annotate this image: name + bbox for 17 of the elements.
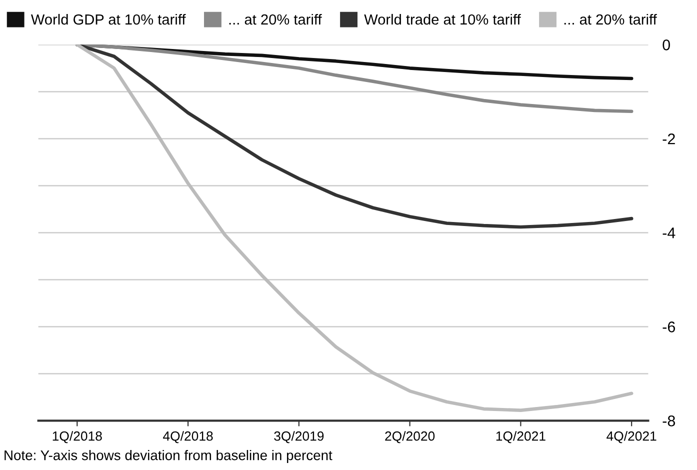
y-tick-label: 0 bbox=[662, 40, 670, 50]
x-tick-label: 1Q/2018 bbox=[52, 431, 102, 444]
y-tick-label: -2 bbox=[662, 134, 675, 144]
legend-label: World GDP at 10% tariff bbox=[30, 14, 186, 25]
x-tick-label: 2Q/2020 bbox=[385, 431, 435, 444]
x-tick-label: 3Q/2019 bbox=[274, 431, 324, 444]
legend-label: ... at 20% tariff bbox=[564, 14, 657, 25]
line-series bbox=[75, 44, 634, 412]
text: Note: Y-axis shows deviation from baseline in percent bbox=[4, 450, 332, 463]
x-tick-label: 4Q/2018 bbox=[163, 431, 213, 444]
y-tick-label: -4 bbox=[662, 228, 676, 238]
legend-label: World trade at 10% tariff bbox=[364, 14, 521, 25]
legend-label: ... at 20% tariff bbox=[229, 14, 322, 25]
y-tick-label: -8 bbox=[662, 416, 676, 426]
x-tick-label: 1Q/2021 bbox=[496, 431, 546, 444]
y-tick-label: -6 bbox=[662, 322, 676, 332]
x-tick-label: 4Q/2021 bbox=[606, 431, 656, 444]
